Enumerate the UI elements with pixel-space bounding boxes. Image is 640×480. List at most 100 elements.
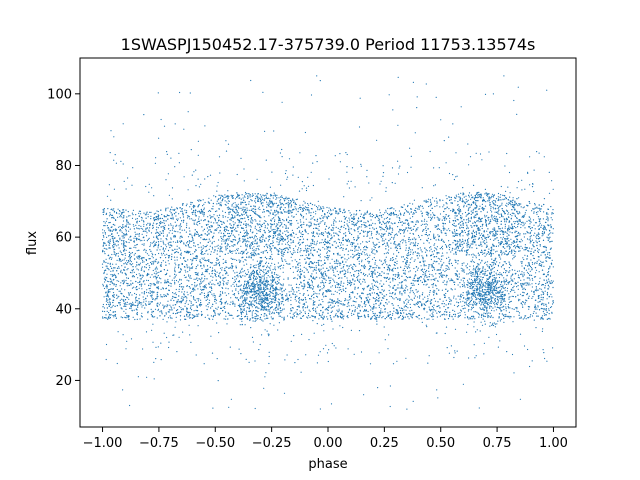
data-point bbox=[197, 288, 199, 290]
data-point bbox=[438, 310, 440, 313]
data-point bbox=[378, 306, 380, 308]
data-point bbox=[525, 264, 527, 266]
data-point bbox=[193, 297, 195, 299]
data-point bbox=[132, 214, 134, 216]
data-point bbox=[244, 259, 246, 261]
data-point bbox=[114, 267, 116, 269]
data-point bbox=[256, 277, 258, 279]
data-point bbox=[490, 251, 492, 253]
data-point bbox=[380, 226, 382, 228]
data-point bbox=[531, 286, 534, 288]
data-point bbox=[451, 315, 453, 317]
data-point bbox=[511, 205, 514, 208]
data-point bbox=[349, 299, 351, 301]
data-point bbox=[551, 303, 554, 305]
data-point bbox=[454, 310, 456, 312]
data-point bbox=[180, 252, 182, 254]
data-point bbox=[326, 206, 328, 209]
data-point bbox=[524, 282, 526, 284]
data-point bbox=[132, 268, 134, 271]
data-point bbox=[264, 220, 266, 222]
data-point bbox=[109, 212, 111, 214]
data-point bbox=[417, 280, 420, 282]
data-point bbox=[531, 269, 533, 271]
data-point bbox=[250, 301, 252, 303]
data-point bbox=[112, 247, 114, 249]
data-point bbox=[346, 265, 348, 267]
data-point bbox=[398, 277, 400, 279]
data-point bbox=[133, 246, 135, 248]
data-point bbox=[201, 257, 203, 259]
data-point bbox=[414, 275, 416, 277]
data-point bbox=[523, 292, 525, 294]
data-point bbox=[356, 307, 358, 309]
data-point bbox=[389, 317, 391, 319]
data-point bbox=[538, 218, 540, 220]
data-point bbox=[457, 193, 460, 195]
data-point bbox=[523, 287, 525, 289]
data-point bbox=[518, 220, 520, 222]
data-point bbox=[195, 266, 198, 268]
data-point bbox=[397, 226, 399, 228]
data-point bbox=[360, 243, 362, 245]
data-point bbox=[129, 239, 131, 241]
data-point bbox=[417, 221, 419, 223]
data-point bbox=[347, 224, 349, 226]
data-point bbox=[389, 228, 391, 230]
data-point bbox=[467, 218, 469, 220]
data-point bbox=[398, 274, 400, 276]
data-point bbox=[476, 206, 478, 208]
data-point bbox=[328, 280, 330, 282]
data-point bbox=[484, 216, 486, 218]
data-point bbox=[108, 247, 110, 249]
data-point bbox=[412, 282, 414, 284]
data-point bbox=[435, 239, 437, 241]
data-point bbox=[195, 301, 197, 303]
data-point bbox=[241, 194, 243, 196]
data-point bbox=[271, 301, 273, 303]
data-point bbox=[143, 243, 145, 245]
data-point bbox=[244, 231, 246, 233]
data-point bbox=[202, 258, 204, 260]
data-point bbox=[534, 228, 536, 230]
data-point bbox=[515, 307, 517, 309]
data-point bbox=[460, 218, 462, 220]
data-point bbox=[333, 223, 335, 225]
data-point bbox=[201, 289, 204, 291]
data-point bbox=[495, 235, 497, 237]
data-point bbox=[537, 232, 540, 234]
data-point bbox=[432, 197, 434, 199]
data-point bbox=[544, 251, 546, 253]
data-point bbox=[461, 198, 464, 200]
data-point bbox=[102, 211, 104, 213]
data-point bbox=[276, 223, 278, 225]
data-point bbox=[421, 212, 423, 214]
data-point bbox=[451, 289, 453, 291]
data-point bbox=[466, 242, 468, 244]
data-point bbox=[238, 222, 240, 224]
data-point bbox=[247, 233, 249, 235]
data-point bbox=[475, 202, 477, 204]
data-point bbox=[487, 234, 489, 236]
data-point bbox=[240, 198, 242, 200]
data-point bbox=[284, 288, 287, 290]
data-point bbox=[416, 269, 419, 271]
data-point bbox=[244, 217, 246, 219]
data-point bbox=[388, 240, 390, 242]
data-point bbox=[374, 253, 376, 255]
data-point bbox=[511, 224, 513, 226]
data-point bbox=[347, 317, 349, 319]
data-point bbox=[303, 266, 305, 268]
data-point bbox=[363, 247, 365, 249]
data-point bbox=[433, 315, 435, 317]
data-point bbox=[490, 206, 492, 208]
data-point bbox=[274, 211, 276, 213]
data-point bbox=[389, 277, 391, 279]
data-point bbox=[291, 222, 293, 224]
data-point bbox=[167, 317, 170, 319]
data-point bbox=[492, 216, 494, 218]
data-point bbox=[434, 214, 436, 216]
data-point bbox=[105, 258, 107, 260]
data-point bbox=[185, 301, 187, 303]
data-point bbox=[326, 291, 328, 293]
